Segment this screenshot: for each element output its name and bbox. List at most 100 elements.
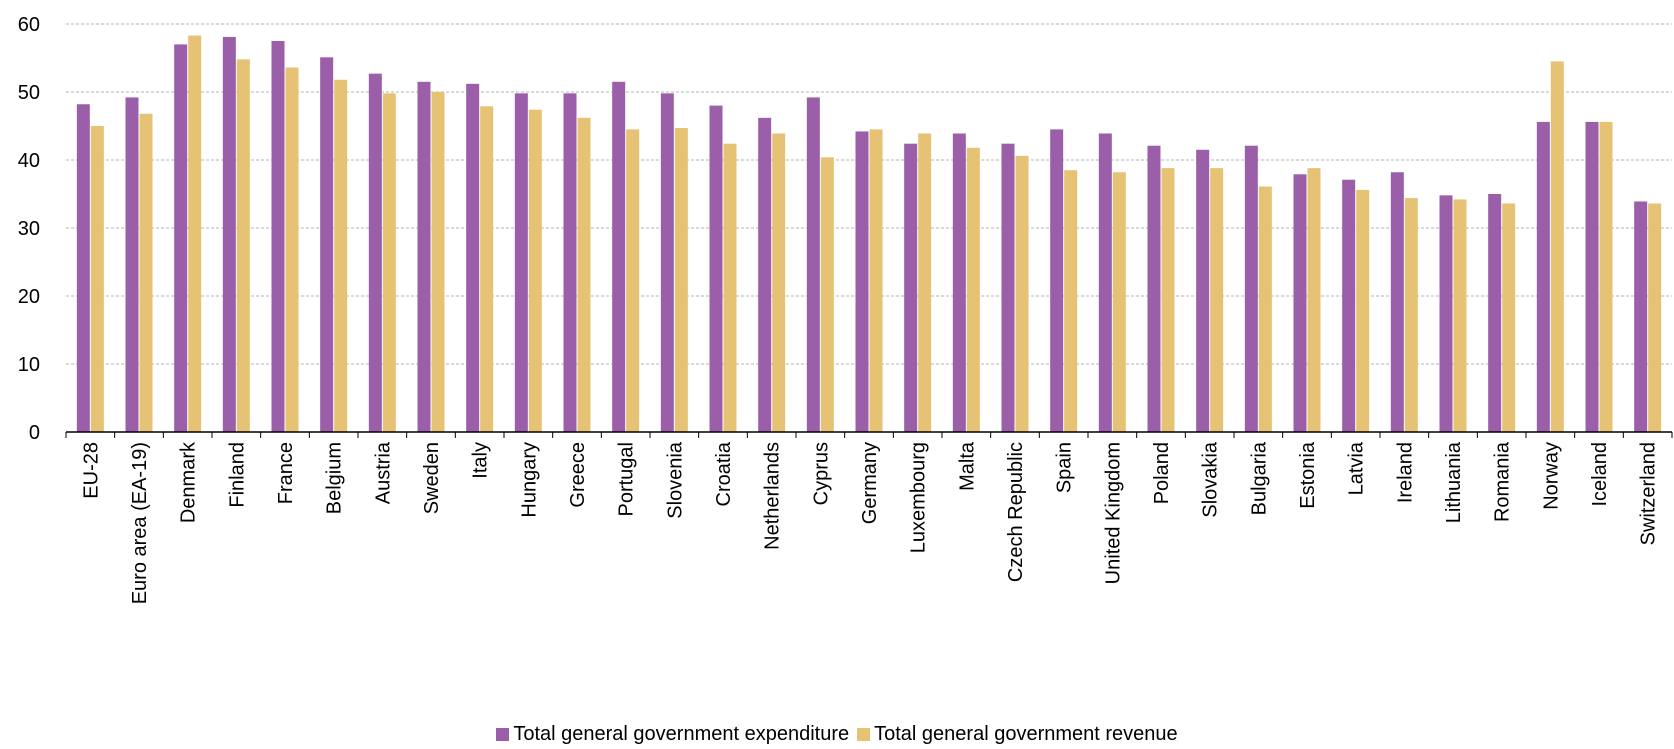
category-labels: EU-28 Euro area (EA-19) Denmark Finland Fran…: [80, 441, 1659, 604]
bar-expenditure: [514, 93, 528, 433]
bar-expenditure: [1390, 172, 1404, 433]
bar-revenue: [1015, 155, 1029, 433]
bar-revenue: [577, 117, 591, 432]
category-label: Czech Republic: [1005, 442, 1027, 582]
bar-expenditure: [1342, 179, 1356, 432]
category-label: Luxembourg: [908, 442, 930, 553]
bar-expenditure: [1536, 121, 1550, 433]
bars: [76, 35, 1662, 433]
bar-revenue: [1550, 61, 1564, 433]
category-label: Austria: [372, 441, 394, 504]
legend-item-revenue: Total general government revenue: [857, 722, 1178, 746]
category-label: EU-28: [80, 442, 102, 499]
bar-expenditure: [1488, 194, 1502, 432]
bar-expenditure: [1244, 145, 1258, 432]
bar-revenue: [382, 93, 396, 433]
bar-revenue: [1064, 170, 1078, 432]
category-label: Sweden: [421, 442, 443, 514]
bar-expenditure: [660, 93, 674, 433]
bar-revenue: [1453, 199, 1467, 432]
legend-label-expenditure: Total general government expenditure: [513, 723, 850, 745]
bar-expenditure: [806, 97, 820, 432]
category-label: Netherlands: [762, 442, 784, 550]
category-label: Ireland: [1394, 442, 1416, 503]
y-tick-labels: 0 10 20 30 40 50 60: [18, 14, 40, 444]
y-tick-label: 0: [29, 422, 40, 444]
legend-swatch-expenditure: [496, 727, 510, 741]
bar-expenditure: [76, 104, 90, 433]
category-label: Belgium: [324, 442, 346, 514]
bar-expenditure: [709, 105, 723, 432]
category-label: Greece: [567, 442, 589, 508]
axes: [65, 431, 1673, 438]
category-label: Bulgaria: [1248, 441, 1270, 515]
bar-expenditure: [952, 133, 966, 433]
bar-expenditure: [368, 73, 382, 432]
bar-expenditure: [466, 83, 480, 432]
category-label: Iceland: [1589, 442, 1611, 507]
bar-expenditure: [1196, 149, 1210, 433]
category-label: Denmark: [178, 441, 200, 523]
category-label: Norway: [1540, 442, 1562, 510]
category-label: Romania: [1492, 441, 1514, 522]
bar-expenditure: [1585, 121, 1599, 433]
y-tick-label: 50: [18, 82, 40, 104]
bar-revenue: [480, 106, 494, 432]
category-label: United Kingdom: [1102, 442, 1124, 584]
bar-expenditure: [320, 57, 334, 432]
bar-revenue: [723, 143, 737, 432]
bar-revenue: [820, 157, 834, 432]
bar-revenue: [1502, 203, 1516, 432]
category-label: Lithuania: [1443, 441, 1465, 523]
bar-revenue: [431, 92, 445, 432]
category-label: Spain: [1054, 442, 1076, 493]
bar-revenue: [188, 35, 202, 433]
bar-revenue: [334, 79, 348, 432]
category-label: Slovakia: [1200, 441, 1222, 517]
bar-revenue: [1648, 203, 1662, 432]
bar-expenditure: [758, 117, 772, 432]
bar-revenue: [1404, 198, 1418, 432]
bar-expenditure: [1439, 195, 1453, 432]
bar-revenue: [1258, 186, 1272, 432]
y-tick-label: 60: [18, 14, 40, 36]
bar-revenue: [1356, 189, 1370, 432]
bar-revenue: [674, 128, 688, 433]
category-label: Estonia: [1297, 441, 1319, 509]
legend-swatch-revenue: [857, 727, 871, 741]
bar-revenue: [772, 133, 786, 433]
category-label: Latvia: [1346, 441, 1368, 495]
category-label: Euro area (EA-19): [129, 442, 151, 604]
bar-expenditure: [271, 41, 285, 432]
legend: Total general government expenditure Tot…: [0, 722, 1674, 746]
gridlines: [66, 23, 1672, 365]
bar-expenditure: [1147, 145, 1161, 432]
category-label: Poland: [1151, 442, 1173, 504]
y-tick-label: 30: [18, 218, 40, 240]
bar-expenditure: [174, 44, 188, 433]
bar-expenditure: [125, 97, 139, 432]
legend-item-expenditure: Total general government expenditure: [496, 722, 849, 746]
category-label: Germany: [859, 442, 881, 524]
y-tick-label: 20: [18, 286, 40, 308]
category-label: Finland: [226, 442, 248, 508]
bar-expenditure: [1293, 174, 1307, 432]
category-label: Slovenia: [664, 441, 686, 519]
category-label: France: [275, 442, 297, 504]
bar-expenditure: [612, 81, 626, 433]
bar-expenditure: [1050, 129, 1064, 432]
bar-expenditure: [1634, 201, 1648, 432]
category-label: Malta: [956, 441, 978, 491]
bar-revenue: [1599, 121, 1613, 433]
legend-label-revenue: Total general government revenue: [874, 723, 1178, 745]
bar-revenue: [285, 67, 299, 433]
bar-revenue: [918, 133, 932, 433]
y-tick-label: 10: [18, 354, 40, 376]
category-label: Portugal: [616, 442, 638, 517]
bar-revenue: [1161, 168, 1175, 432]
category-label: Italy: [470, 442, 492, 479]
bar-revenue: [90, 126, 104, 432]
bar-revenue: [1112, 172, 1126, 433]
